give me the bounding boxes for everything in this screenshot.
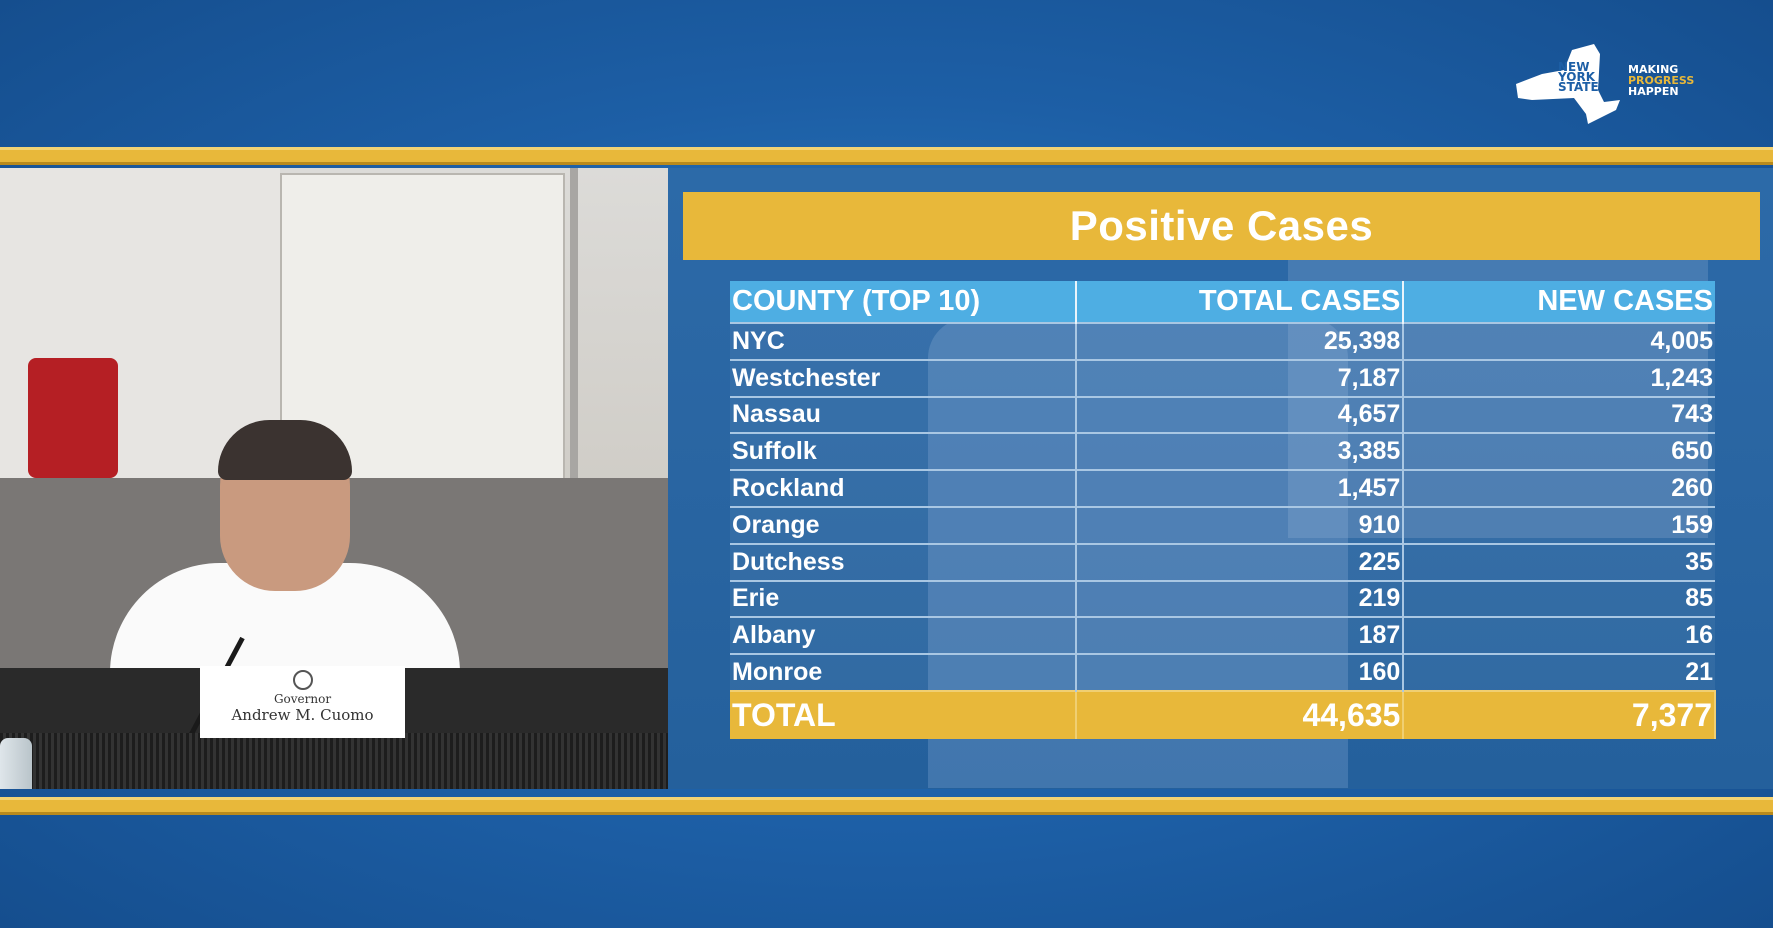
total-cases: 219 xyxy=(1075,579,1405,618)
total-cases: 1,457 xyxy=(1075,469,1405,507)
county-name: Dutchess xyxy=(730,542,1077,581)
header-county: COUNTY (TOP 10) xyxy=(730,281,1077,323)
header-new-cases: NEW CASES xyxy=(1403,281,1715,323)
table-row: Orange 910 159 xyxy=(730,505,1715,544)
nameplate-name: Andrew M. Cuomo xyxy=(231,706,374,724)
top-gold-divider xyxy=(0,147,1773,165)
new-cases: 1,243 xyxy=(1403,358,1715,397)
total-label: TOTAL xyxy=(730,689,1077,739)
seal-icon xyxy=(292,670,313,690)
logo-tagline: MAKING PROGRESS HAPPEN xyxy=(1628,63,1695,98)
total-cases: 7,187 xyxy=(1075,358,1405,397)
total-cases: 3,385 xyxy=(1075,432,1405,471)
table-row: Dutchess 225 35 xyxy=(730,542,1715,581)
table-row: Westchester 7,187 1,243 xyxy=(730,358,1715,397)
new-cases: 159 xyxy=(1403,505,1715,544)
total-cases: 225 xyxy=(1075,542,1405,581)
positive-cases-table: COUNTY (TOP 10) TOTAL CASES NEW CASES NY… xyxy=(730,281,1716,739)
county-name: Suffolk xyxy=(730,432,1077,471)
county-name: Rockland xyxy=(730,469,1077,507)
new-cases: 21 xyxy=(1403,653,1715,691)
table-row: Suffolk 3,385 650 xyxy=(730,432,1715,471)
total-row: TOTAL 44,635 7,377 xyxy=(730,689,1716,739)
nameplate: Governor Andrew M. Cuomo xyxy=(200,666,405,738)
ny-state-map-icon xyxy=(1516,44,1620,124)
header-total-cases: TOTAL CASES xyxy=(1075,281,1405,323)
total-cases: 187 xyxy=(1075,616,1405,655)
county-name: Albany xyxy=(730,616,1077,655)
slide-title: Positive Cases xyxy=(683,192,1760,260)
new-cases: 35 xyxy=(1403,542,1715,581)
table-row: Nassau 4,657 743 xyxy=(730,395,1715,434)
table-row: Monroe 160 21 xyxy=(730,653,1715,691)
ny-state-logo: NEW YORK STATE MAKING PROGRESS HAPPEN xyxy=(1512,44,1694,124)
new-cases: 260 xyxy=(1403,469,1715,507)
nameplate-title: Governor xyxy=(273,692,332,706)
water-bottle xyxy=(0,738,32,789)
new-cases: 85 xyxy=(1403,579,1715,618)
total-cases: 160 xyxy=(1075,653,1405,691)
new-cases: 4,005 xyxy=(1403,322,1715,360)
new-cases: 650 xyxy=(1403,432,1715,471)
county-name: NYC xyxy=(730,322,1077,360)
bottom-gold-divider xyxy=(0,797,1773,815)
slide-panel: Positive Cases COUNTY (TOP 10) TOTAL CAS… xyxy=(668,168,1773,789)
total-cases-sum: 44,635 xyxy=(1075,689,1405,739)
county-name: Westchester xyxy=(730,358,1077,397)
county-name: Erie xyxy=(730,579,1077,618)
total-cases: 910 xyxy=(1075,505,1405,544)
total-cases: 4,657 xyxy=(1075,395,1405,434)
ny-state-wordmark: NEW YORK STATE xyxy=(1558,60,1599,94)
total-cases: 25,398 xyxy=(1075,322,1405,360)
table-row: Rockland 1,457 260 xyxy=(730,469,1715,507)
table-row: NYC 25,398 4,005 xyxy=(730,322,1715,360)
new-cases: 16 xyxy=(1403,616,1715,655)
county-name: Orange xyxy=(730,505,1077,544)
county-name: Nassau xyxy=(730,395,1077,434)
video-feed xyxy=(0,168,668,789)
county-name: Monroe xyxy=(730,653,1077,691)
new-cases-sum: 7,377 xyxy=(1403,689,1716,739)
new-cases: 743 xyxy=(1403,395,1715,434)
table-header-row: COUNTY (TOP 10) TOTAL CASES NEW CASES xyxy=(730,281,1715,323)
table-row: Erie 219 85 xyxy=(730,579,1715,618)
table-row: Albany 187 16 xyxy=(730,616,1715,655)
